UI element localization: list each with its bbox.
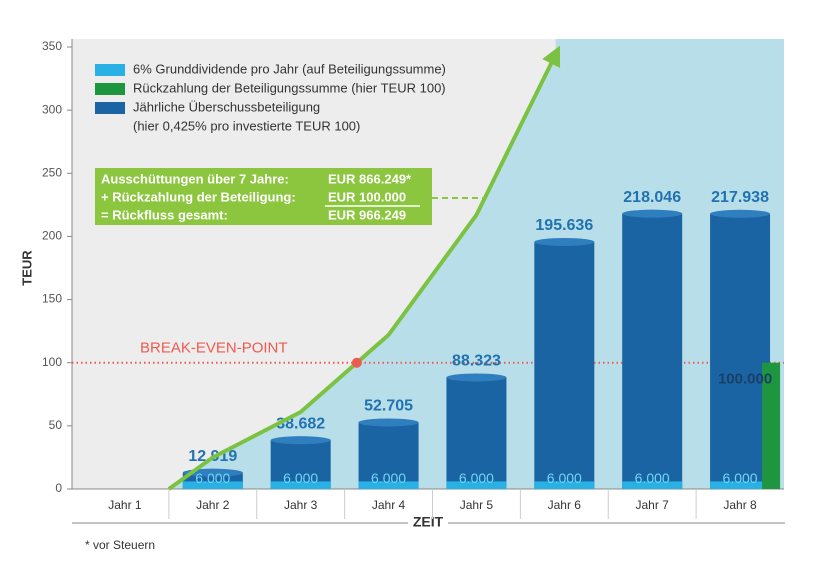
summary-value: EUR 866.249*	[328, 171, 412, 186]
legend-label: 6% Grunddividende pro Jahr (auf Beteilig…	[133, 61, 446, 76]
x-tick-label: Jahr 8	[723, 498, 757, 512]
bar-top	[270, 436, 331, 445]
bar-top	[358, 418, 419, 427]
bar	[534, 241, 595, 489]
footnote: * vor Steuern	[85, 538, 155, 552]
x-axis-label: ZEIT	[413, 514, 444, 530]
value-label: 6.000	[459, 470, 494, 486]
summary-box	[95, 168, 432, 225]
y-tick-label: 200	[42, 229, 62, 243]
bar	[446, 377, 507, 489]
value-label: 195.636	[535, 217, 593, 234]
legend-label: Rückzahlung der Beteiligungssumme (hier …	[133, 80, 446, 95]
x-tick-label: Jahr 3	[284, 498, 318, 512]
legend-note: (hier 0,425% pro investierte TEUR 100)	[133, 118, 360, 133]
legend-label: Jährliche Überschussbeteiligung	[133, 99, 320, 114]
legend-swatch	[95, 64, 125, 76]
legend-swatch	[95, 102, 125, 114]
y-tick-label: 150	[42, 292, 62, 306]
bar	[762, 362, 781, 489]
cumulative-line	[167, 45, 561, 491]
value-label: 38.682	[276, 415, 325, 432]
bar	[710, 481, 771, 489]
value-label: 6.000	[723, 470, 758, 486]
x-tick-label: Jahr 4	[372, 498, 406, 512]
x-tick-label: Jahr 7	[636, 498, 670, 512]
bar	[446, 481, 507, 489]
summary-label: = Rückfluss gesamt:	[101, 207, 228, 222]
bar-top	[710, 209, 771, 218]
summary-label: + Rückzahlung der Beteiligung:	[101, 189, 296, 204]
value-label: 217.938	[711, 189, 769, 206]
summary-value: EUR 100.000	[328, 189, 406, 204]
y-tick-label: 350	[42, 39, 62, 53]
bar	[534, 481, 595, 489]
bar	[710, 213, 771, 489]
bar-top	[534, 237, 595, 246]
y-tick-label: 250	[42, 165, 62, 179]
bar-top	[622, 209, 683, 218]
legend-swatch	[95, 83, 125, 95]
bar-top	[446, 373, 507, 382]
x-tick-label: Jahr 1	[108, 498, 142, 512]
bar	[270, 440, 331, 489]
summary-value: EUR 966.249	[328, 207, 406, 222]
y-axis-label: TEUR	[19, 250, 34, 286]
value-label: 52.705	[364, 398, 413, 415]
bar	[270, 481, 331, 489]
break-even-point	[351, 357, 362, 368]
break-even-label: BREAK-EVEN-POINT	[140, 340, 288, 357]
y-tick-label: 50	[49, 418, 63, 432]
x-tick-label: Jahr 5	[460, 498, 494, 512]
bar-top	[182, 468, 243, 477]
value-label: 6.000	[283, 470, 318, 486]
value-label: 6.000	[635, 470, 670, 486]
summary-label: Ausschüttungen über 7 Jahre:	[101, 171, 289, 186]
x-tick-label: Jahr 6	[548, 498, 582, 512]
bar	[358, 422, 419, 489]
bar	[182, 481, 243, 489]
x-tick-label: Jahr 2	[196, 498, 230, 512]
value-label: 218.046	[623, 189, 681, 206]
value-label: 100.000	[718, 371, 772, 388]
bar	[622, 481, 683, 489]
y-tick-label: 100	[42, 355, 62, 369]
value-label: 6.000	[547, 470, 582, 486]
y-tick-label: 0	[55, 481, 62, 495]
bar	[622, 213, 683, 490]
value-label: 6.000	[195, 470, 230, 486]
bar	[358, 481, 419, 489]
value-label: 6.000	[371, 470, 406, 486]
y-tick-label: 300	[42, 102, 62, 116]
value-label: 88.323	[452, 353, 501, 370]
